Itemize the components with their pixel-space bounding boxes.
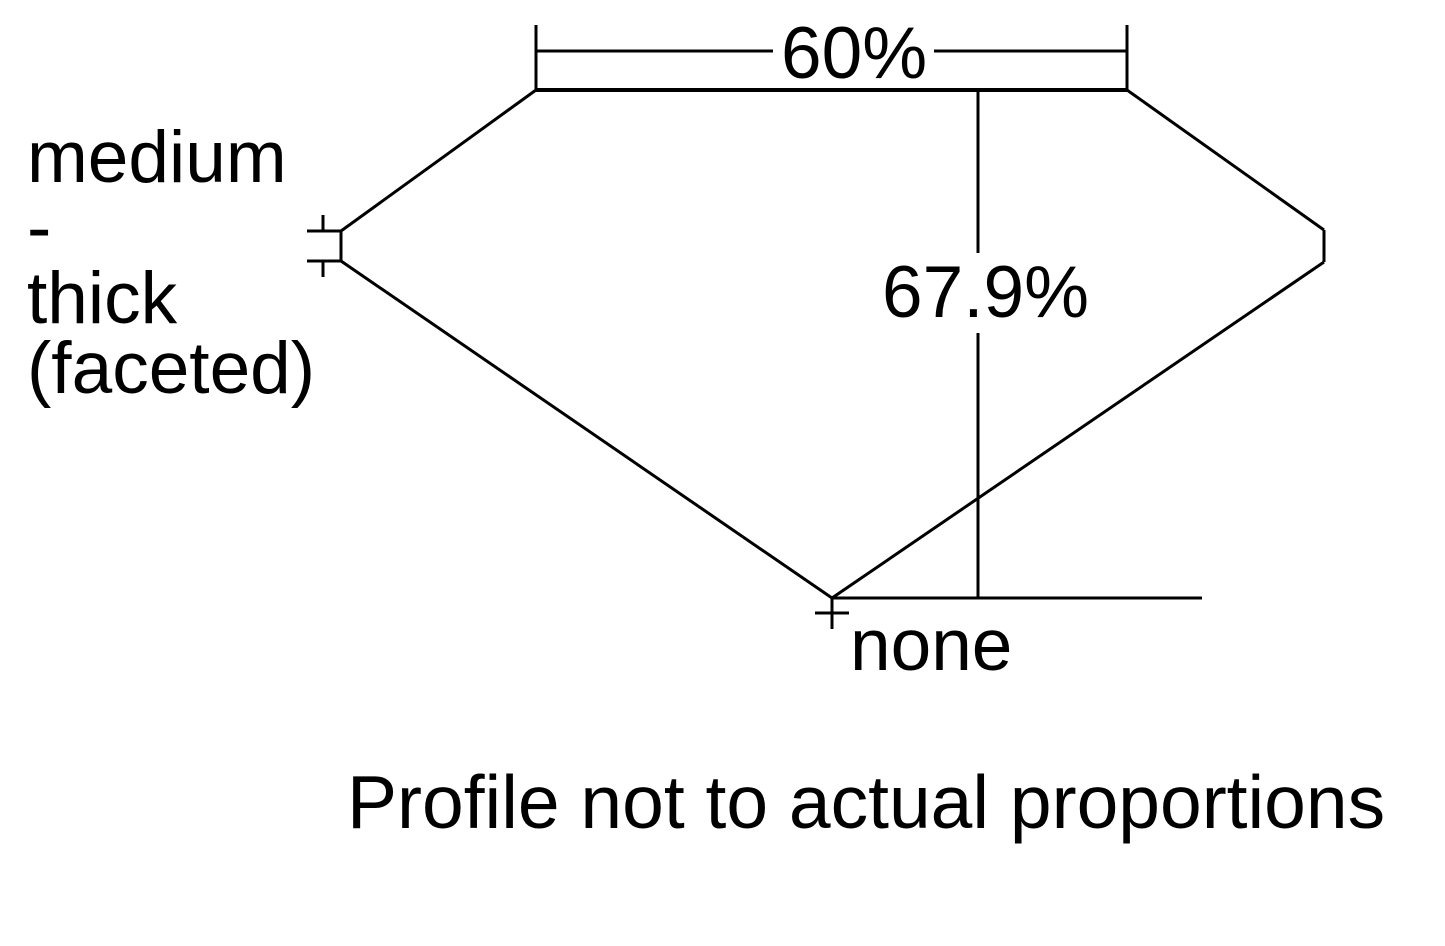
crown-facet-line-right xyxy=(1126,88,1325,232)
girdle-thickness-label-line-1: medium xyxy=(27,117,287,198)
girdle-thickness-label-line-2: - xyxy=(27,187,51,268)
girdle-thickness-label-line-4: (faceted) xyxy=(27,328,315,409)
table-percent-label: 60% xyxy=(781,13,927,94)
culet-label: none xyxy=(850,605,1012,686)
pavilion-facet-line-right xyxy=(831,260,1325,600)
depth-percent-label: 67.9% xyxy=(882,252,1089,333)
figure-caption: Profile not to actual proportions xyxy=(347,760,1385,844)
crown-facet-line-left xyxy=(340,88,537,233)
girdle-thickness-label-line-3: thick xyxy=(27,258,178,339)
pavilion-facet-line-left xyxy=(340,259,833,600)
